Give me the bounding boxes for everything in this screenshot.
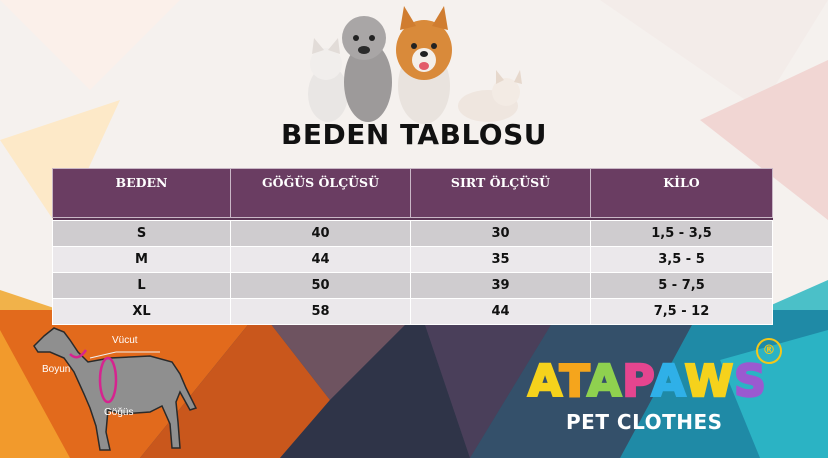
cell-chest: 58 [230,298,411,325]
header-kilo: KİLO [590,168,773,218]
header-row: BEDEN GÖĞÜS ÖLÇÜSÜ SIRT ÖLÇÜSÜ KİLO [52,168,773,218]
cat-right-icon [458,70,522,122]
header-gogus: GÖĞÜS ÖLÇÜSÜ [230,168,411,218]
header-beden: BEDEN [52,168,231,218]
cell-weight: 5 - 7,5 [590,272,773,299]
registered-mark: ® [756,338,782,364]
brand-letter: A [586,355,623,409]
header-sirt: SIRT ÖLÇÜSÜ [410,168,591,218]
cell-chest: 44 [230,246,411,273]
cell-weight: 1,5 - 3,5 [590,220,773,247]
cell-size: L [52,272,231,299]
corgi-icon [396,6,452,124]
label-chest: Göğüs [104,407,134,418]
page-title: BEDEN TABLOSU [280,118,547,151]
label-body: Vücut [112,335,138,346]
brand-logo: ATAPAWS [527,355,767,409]
cat-left-icon [308,38,348,122]
table-row: S 40 30 1,5 - 3,5 [52,220,773,247]
size-table: BEDEN GÖĞÜS ÖLÇÜSÜ SIRT ÖLÇÜSÜ KİLO S 40… [52,168,773,325]
cell-back: 30 [410,220,591,247]
cell-size: M [52,246,231,273]
brand-letter: A [650,355,685,409]
table-row: L 50 39 5 - 7,5 [52,272,773,299]
cell-chest: 50 [230,272,411,299]
cell-size: S [52,220,231,247]
table-row: M 44 35 3,5 - 5 [52,246,773,273]
cell-weight: 3,5 - 5 [590,246,773,273]
dog-measurement-diagram [33,327,198,451]
table-row: XL 58 44 7,5 - 12 [52,298,773,325]
brand-letter: W [683,355,735,409]
poodle-icon [342,16,392,122]
brand-tagline: PET CLOTHES [566,410,723,434]
cell-back: 44 [410,298,591,325]
brand-letter: P [621,355,652,409]
label-neck: Boyun [42,364,71,375]
pets-illustration [308,6,522,124]
brand-letter: T [558,355,588,409]
cell-weight: 7,5 - 12 [590,298,773,325]
cell-back: 39 [410,272,591,299]
cell-chest: 40 [230,220,411,247]
cell-back: 35 [410,246,591,273]
brand-letter: S [733,355,767,409]
cell-size: XL [52,298,231,325]
brand-letter: A [527,355,560,409]
